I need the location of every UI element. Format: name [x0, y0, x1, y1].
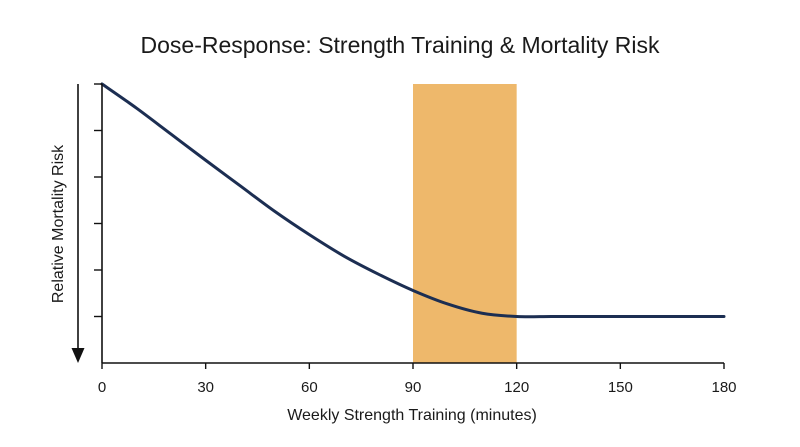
- series-line-0: [100, 82, 726, 319]
- x-axis-label: Weekly Strength Training (minutes): [287, 407, 537, 424]
- x-tick-label: 30: [197, 379, 214, 396]
- y-axis-arrow-head: [71, 348, 85, 363]
- chart-title: Dose-Response: Strength Training & Morta…: [141, 32, 660, 58]
- x-tick-label: 60: [301, 379, 318, 396]
- highlight-band: [413, 84, 517, 363]
- x-tick-label: 150: [608, 379, 633, 396]
- series-layer: [100, 82, 726, 319]
- axes: [71, 84, 724, 364]
- x-tick-label: 0: [98, 379, 106, 396]
- y-axis-label: Relative Mortality Risk: [50, 144, 67, 303]
- x-tick-label: 180: [711, 379, 736, 396]
- x-tick-label: 90: [405, 379, 422, 396]
- x-ticks: 0 30 60 90 120 150 180: [98, 363, 737, 396]
- highlight-band-layer: [413, 84, 517, 363]
- x-tick-label: 120: [504, 379, 529, 396]
- y-ticks: [94, 83, 102, 318]
